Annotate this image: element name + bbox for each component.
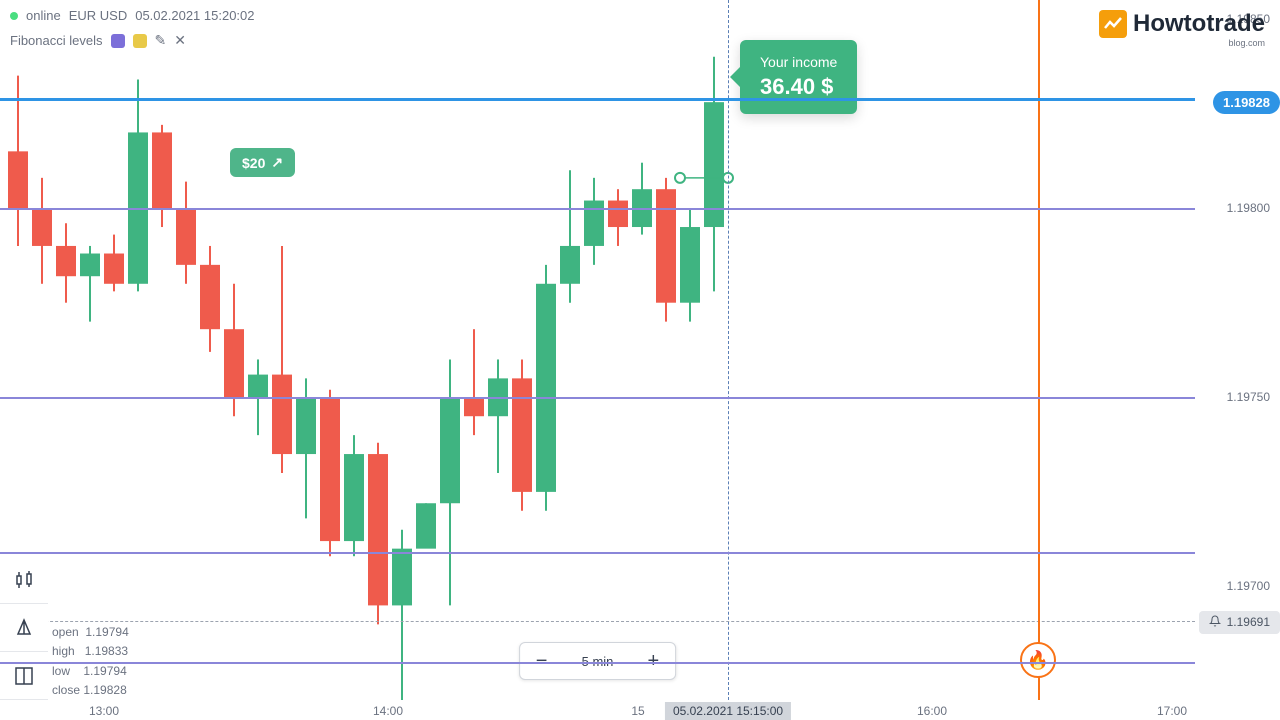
x-axis-label: 16:00 <box>917 704 947 718</box>
current-price-badge: 1.19828 <box>1213 91 1280 114</box>
fibonacci-toolbar: Fibonacci levels ✎ ✕ <box>10 32 186 49</box>
online-status-dot <box>10 12 18 20</box>
timeframe-label[interactable]: 5 min <box>564 654 632 669</box>
close-icon[interactable]: ✕ <box>174 32 186 49</box>
low-label: low <box>52 664 70 678</box>
x-axis-label: 14:00 <box>373 704 403 718</box>
alert-price-badge[interactable]: 1.19691 <box>1199 611 1280 634</box>
datetime-text: 05.02.2021 15:20:02 <box>135 8 254 23</box>
chart-header: online EUR USD 05.02.2021 15:20:02 <box>10 8 255 23</box>
y-axis-label: 1.19750 <box>1227 390 1270 404</box>
candlestick-tool-icon[interactable] <box>0 556 48 604</box>
income-label: Your income <box>760 54 837 70</box>
flame-icon[interactable]: 🔥 <box>1020 642 1056 678</box>
open-label: open <box>52 625 79 639</box>
horizontal-line <box>0 552 1195 554</box>
crosshair-vertical <box>728 0 729 700</box>
crosshair-horizontal <box>0 621 1195 622</box>
drawing-tool-icon[interactable] <box>0 604 48 652</box>
y-axis-label: 1.19800 <box>1227 201 1270 215</box>
symbol-text: EUR USD <box>69 8 128 23</box>
x-axis-label: 17:00 <box>1157 704 1187 718</box>
arrow-up-right-icon: ↗ <box>271 154 283 171</box>
x-axis: 13:00 14:00 15 16:00 17:00 05.02.2021 15:15:0… <box>0 700 1195 720</box>
horizontal-line <box>0 208 1195 210</box>
close-value: 1.19828 <box>83 683 126 697</box>
fibonacci-label: Fibonacci levels <box>10 33 103 48</box>
x-axis-label: 13:00 <box>89 704 119 718</box>
horizontal-line <box>0 98 1195 101</box>
income-value: 36.40 $ <box>760 74 837 100</box>
logo: Howtotrade blog.com <box>1099 10 1265 38</box>
income-tooltip: Your income 36.40 $ <box>740 40 857 114</box>
logo-text: Howtotrade <box>1133 10 1265 38</box>
x-axis-label: 15 <box>631 704 644 718</box>
horizontal-line <box>0 397 1195 399</box>
low-value: 1.19794 <box>83 664 126 678</box>
close-label: close <box>52 683 80 697</box>
zoom-out-button[interactable]: − <box>520 643 564 679</box>
high-value: 1.19833 <box>85 644 128 658</box>
status-text: online <box>26 8 61 23</box>
timeframe-selector: − 5 min + <box>519 642 677 680</box>
horizontal-line <box>0 662 1195 664</box>
trade-amount: $20 <box>242 155 265 171</box>
trade-amount-badge[interactable]: $20 ↗ <box>230 148 295 177</box>
bell-icon <box>1209 615 1221 630</box>
high-label: high <box>52 644 75 658</box>
zoom-in-button[interactable]: + <box>631 643 675 679</box>
y-axis-label: 1.19700 <box>1227 579 1270 593</box>
crosshair-time-label: 05.02.2021 15:15:00 <box>665 702 791 720</box>
logo-subtitle: blog.com <box>1228 38 1265 48</box>
open-value: 1.19794 <box>85 625 128 639</box>
chart-toolbox <box>0 556 48 700</box>
candlestick-svg <box>0 0 1195 700</box>
chart-area[interactable]: online EUR USD 05.02.2021 15:20:02 Fibon… <box>0 0 1195 720</box>
fib-color-2[interactable] <box>133 34 147 48</box>
logo-icon <box>1099 10 1127 38</box>
fib-color-1[interactable] <box>111 34 125 48</box>
layout-tool-icon[interactable] <box>0 652 48 700</box>
expiry-line <box>1038 0 1040 700</box>
pencil-icon[interactable]: ✎ <box>155 32 167 49</box>
